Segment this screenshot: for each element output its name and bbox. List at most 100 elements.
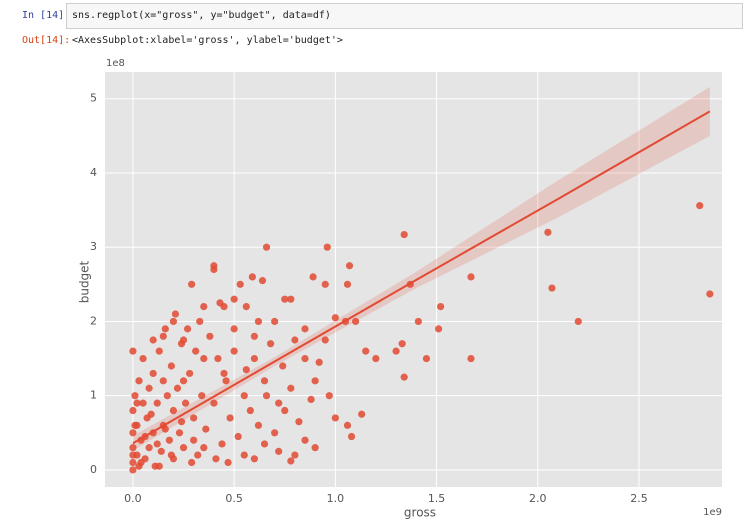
plot-area xyxy=(105,72,722,487)
scatter-point xyxy=(186,369,194,378)
scatter-point xyxy=(236,280,244,288)
scatter-point xyxy=(200,444,208,452)
scatter-point xyxy=(574,317,582,326)
scatter-point xyxy=(271,429,279,437)
scatter-point xyxy=(129,466,137,474)
scatter-point xyxy=(149,369,157,378)
scatter-point xyxy=(155,462,163,470)
scatter-point xyxy=(224,458,232,467)
scatter-point xyxy=(139,354,147,363)
x-tick-label: 2.0 xyxy=(529,492,547,505)
scatter-point xyxy=(192,347,200,355)
in-prompt: In [14]: xyxy=(22,10,71,21)
scatter-point xyxy=(157,447,165,455)
scatter-point xyxy=(291,451,299,459)
scatter-point xyxy=(159,377,167,385)
scatter-point xyxy=(295,418,303,426)
scatter-point xyxy=(196,317,204,326)
scatter-point xyxy=(343,280,352,288)
scatter-point xyxy=(242,302,250,311)
scatter-point xyxy=(321,336,329,344)
scatter-point xyxy=(258,277,267,285)
y-offset: 1e8 xyxy=(106,58,125,69)
scatter-point xyxy=(398,340,406,348)
scatter-point xyxy=(230,295,238,303)
y-tick-label: 2 xyxy=(90,314,97,327)
scatter-point xyxy=(437,302,445,311)
scatter-point xyxy=(301,354,309,363)
scatter-point xyxy=(548,284,556,292)
out-prompt: Out[14]: xyxy=(22,35,71,46)
scatter-point xyxy=(165,436,173,444)
scatter-point xyxy=(230,325,238,333)
scatter-point xyxy=(343,421,352,429)
scatter-point xyxy=(212,455,220,463)
scatter-point xyxy=(331,314,339,322)
scatter-point xyxy=(171,310,180,318)
scatter-point xyxy=(181,399,190,407)
y-axis-label: budget xyxy=(78,260,92,303)
scatter-point xyxy=(347,432,356,441)
x-tick-label: 0.5 xyxy=(225,492,243,505)
scatter-point xyxy=(275,447,283,455)
scatter-point xyxy=(400,373,408,381)
scatter-point xyxy=(281,295,289,303)
scatter-point xyxy=(210,265,218,274)
scatter-point xyxy=(279,362,287,370)
scatter-point xyxy=(145,444,153,452)
scatter-point xyxy=(250,332,258,340)
scatter-point xyxy=(706,290,714,298)
scatter-point xyxy=(159,332,167,340)
scatter-point xyxy=(250,455,258,463)
scatter-point xyxy=(254,317,263,326)
scatter-point xyxy=(222,377,230,385)
scatter-point xyxy=(422,354,431,363)
scatter-point xyxy=(544,228,552,236)
code[interactable]: sns.regplot(x="gross", y="budget", data=… xyxy=(72,10,331,21)
scatter-point xyxy=(188,458,196,467)
scatter-point xyxy=(291,336,299,344)
scatter-point xyxy=(301,325,309,333)
scatter-point xyxy=(467,273,475,281)
scatter-point xyxy=(179,444,188,452)
regression-line xyxy=(132,110,711,445)
scatter-point xyxy=(161,425,169,433)
scatter-point xyxy=(129,444,137,452)
x-tick-label: 1.0 xyxy=(327,492,345,505)
scatter-point xyxy=(254,421,263,429)
scatter-point xyxy=(287,457,295,465)
scatter-point xyxy=(287,384,295,392)
scatter-point xyxy=(169,406,178,415)
scatter-point xyxy=(311,377,319,385)
scatter-point xyxy=(467,354,475,363)
x-tick-label: 0.0 xyxy=(124,492,142,505)
scatter-point xyxy=(131,421,139,429)
scatter-point xyxy=(315,358,323,366)
scatter-point xyxy=(202,425,210,433)
scatter-point xyxy=(275,399,283,407)
scatter-point xyxy=(139,399,147,407)
scatter-point xyxy=(133,399,141,407)
scatter-point xyxy=(372,354,380,363)
scatter-point xyxy=(129,347,137,355)
scatter-point xyxy=(260,440,269,448)
scatter-point xyxy=(216,299,224,307)
y-tick-label: 3 xyxy=(90,240,97,253)
scatter-point xyxy=(200,354,208,363)
scatter-point xyxy=(331,414,339,422)
scatter-point xyxy=(435,325,443,333)
scatter-point xyxy=(183,325,192,333)
scatter-point xyxy=(345,262,354,270)
scatter-point xyxy=(311,444,319,452)
scatter-point xyxy=(266,340,275,348)
scatter-point xyxy=(352,317,360,326)
scatter-point xyxy=(325,392,333,400)
scatter-point xyxy=(392,347,400,355)
code-cell[interactable] xyxy=(66,3,743,29)
scatter-point xyxy=(220,369,228,378)
scatter-point xyxy=(234,432,242,441)
scatter-point xyxy=(262,243,271,251)
x-tick-label: 2.5 xyxy=(630,492,648,505)
scatter-point xyxy=(147,410,155,418)
